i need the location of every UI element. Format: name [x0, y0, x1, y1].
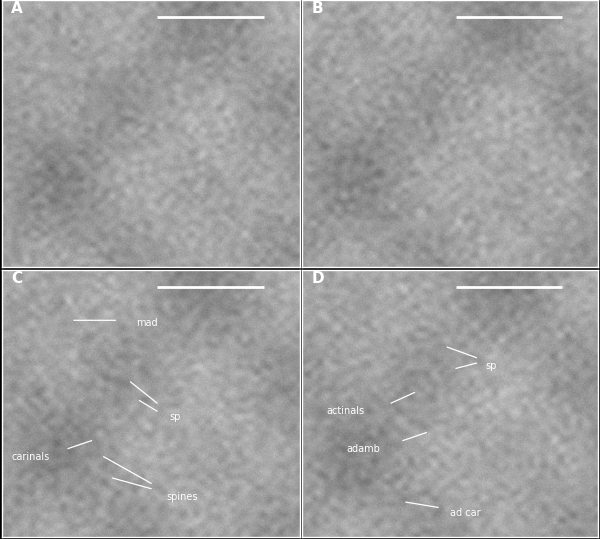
- Text: sp: sp: [485, 361, 497, 371]
- Text: D: D: [311, 271, 324, 286]
- Text: sp: sp: [169, 412, 181, 421]
- Text: C: C: [11, 271, 22, 286]
- Text: carinals: carinals: [11, 452, 50, 461]
- Text: B: B: [311, 1, 323, 16]
- Text: adamb: adamb: [347, 444, 380, 454]
- Text: spines: spines: [166, 492, 197, 502]
- Text: actinals: actinals: [326, 406, 364, 416]
- Text: mad: mad: [136, 318, 158, 328]
- Text: A: A: [11, 1, 23, 16]
- Text: ad car: ad car: [450, 508, 481, 518]
